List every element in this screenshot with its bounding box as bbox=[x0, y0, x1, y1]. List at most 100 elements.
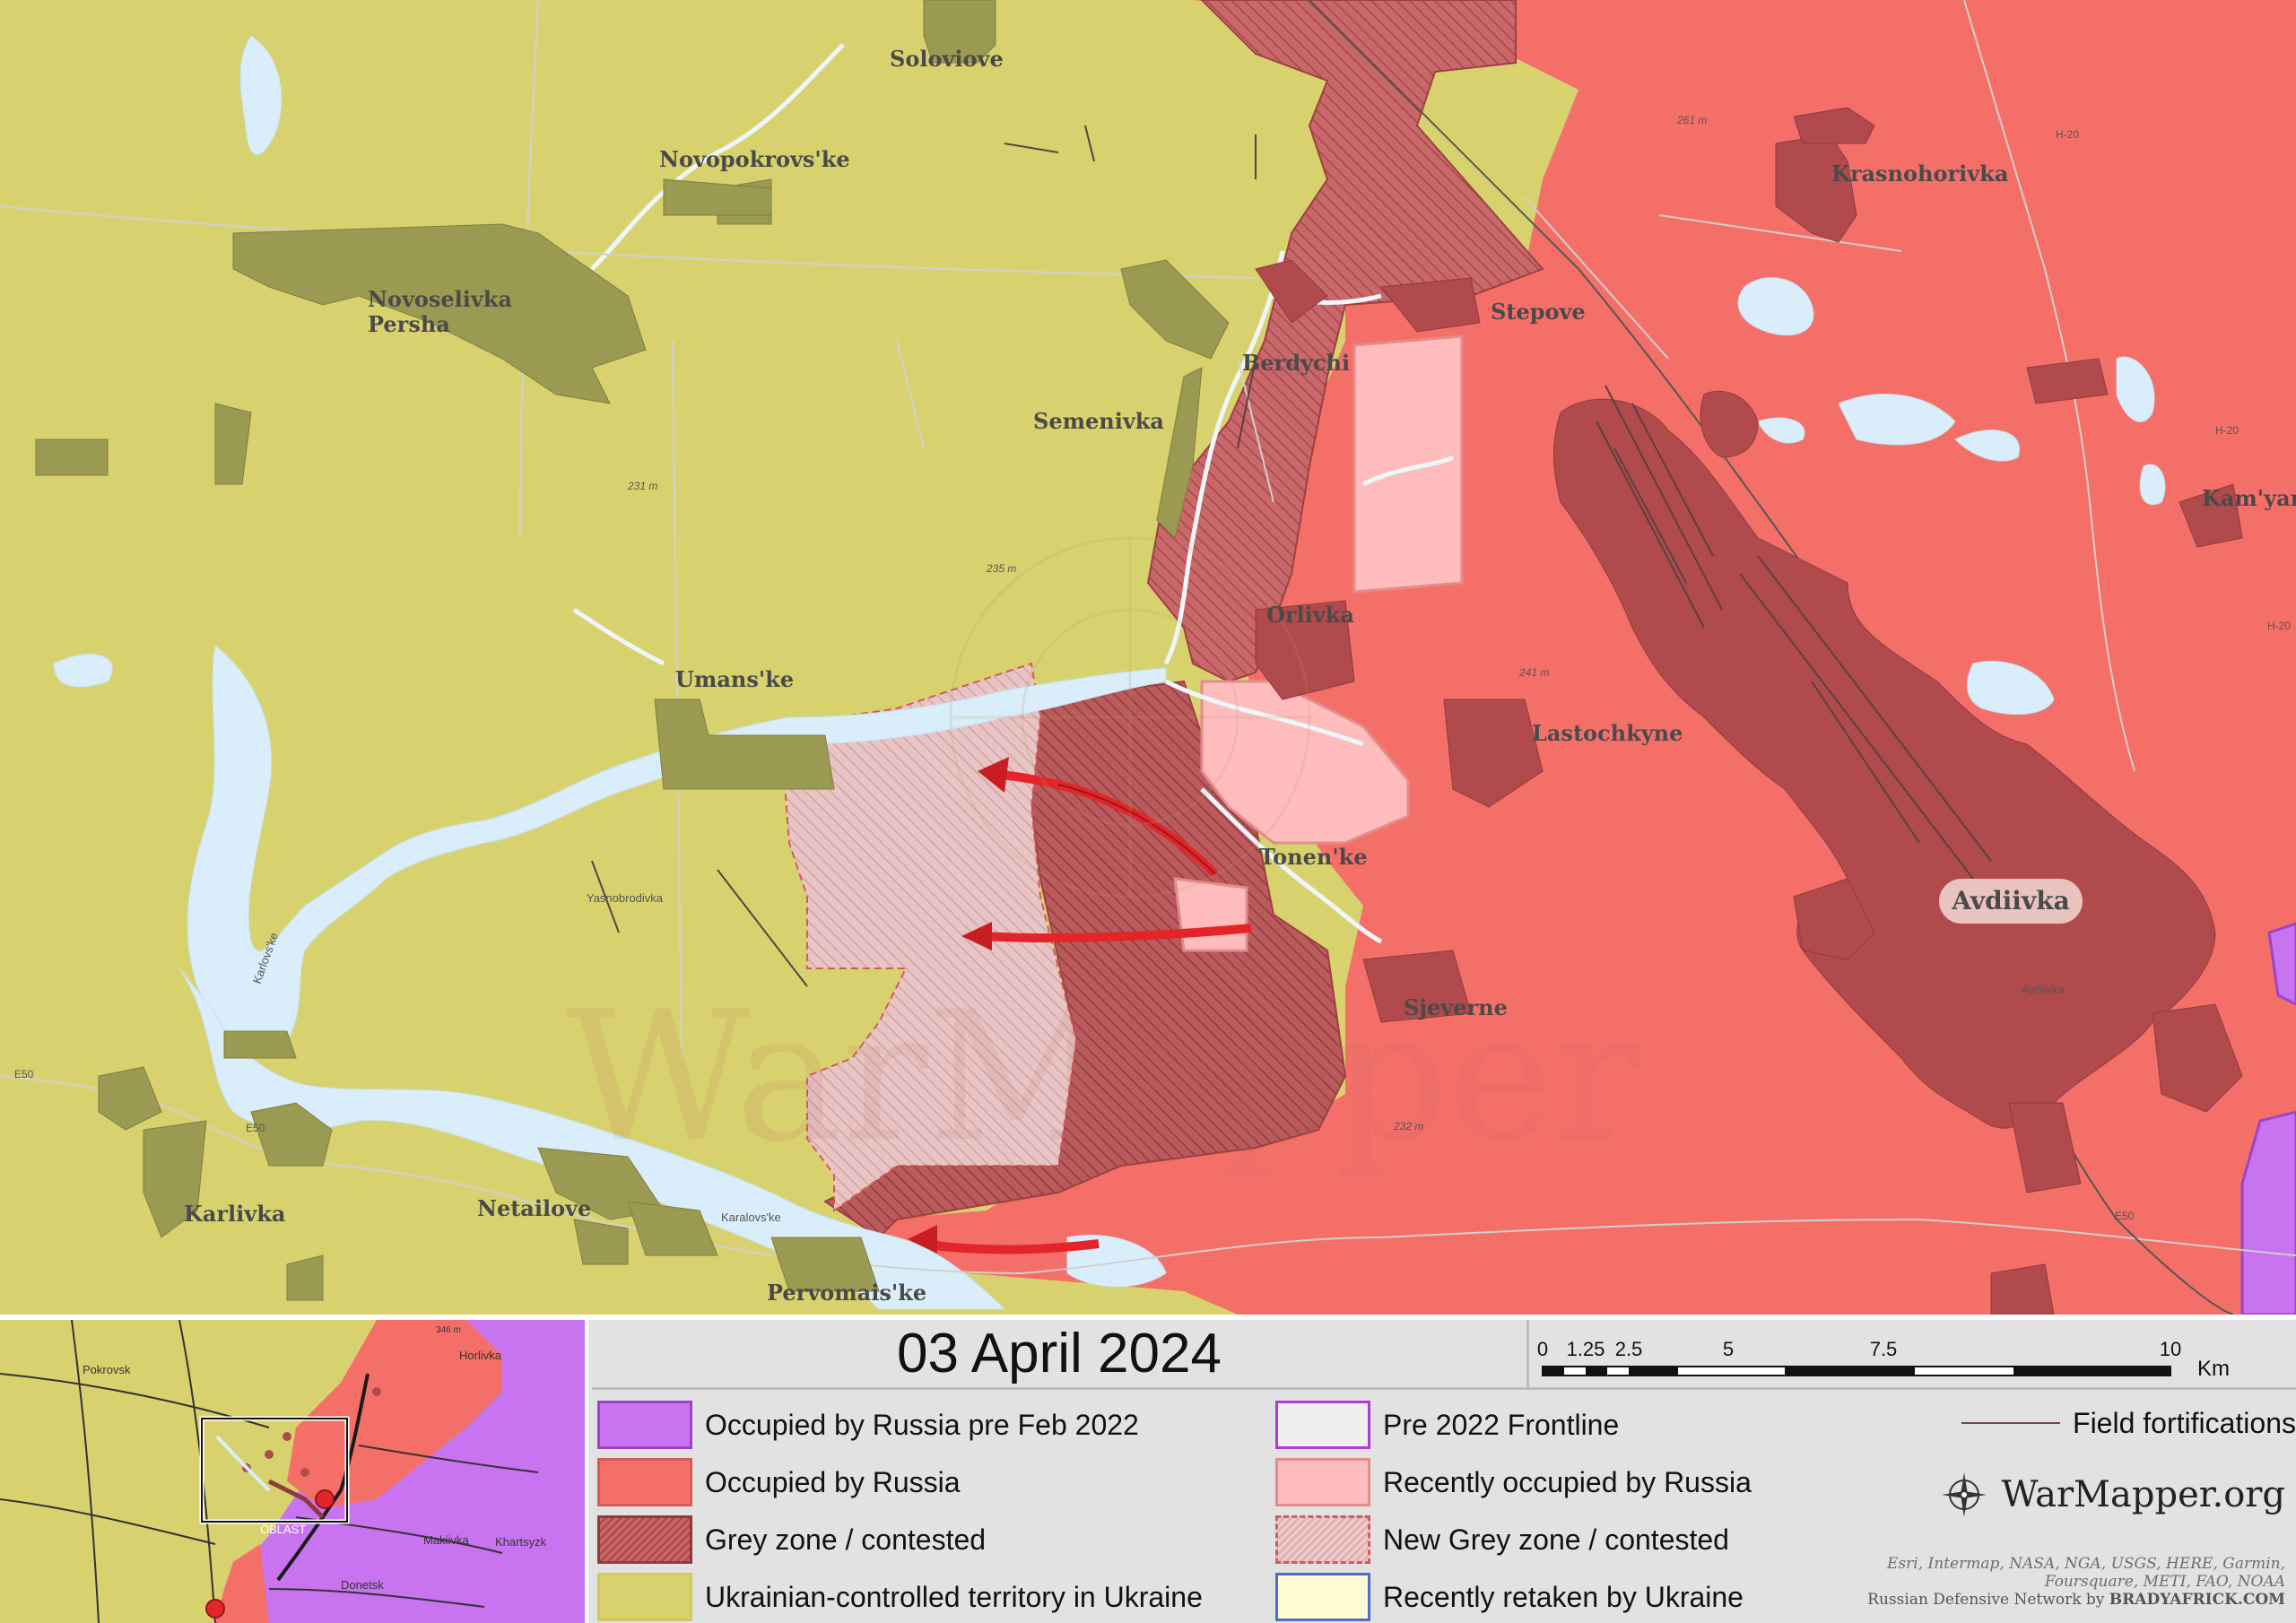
inset-label-donetsk: Donetsk bbox=[341, 1578, 384, 1592]
label-berdychi: Berdychi bbox=[1242, 350, 1350, 376]
scale-tick-1: 1.25 bbox=[1567, 1338, 1605, 1360]
credits-line-1: Esri, Intermap, NASA, NGA, USGS, HERE, G… bbox=[1887, 1555, 2285, 1573]
label-persha: Persha bbox=[368, 311, 450, 337]
legend-label: Occupied by Russia pre Feb 2022 bbox=[705, 1408, 1139, 1441]
recently-occupied-b bbox=[1200, 680, 1410, 845]
legend-label: Recently retaken by Ukraine bbox=[1383, 1580, 1744, 1613]
legend-label: New Grey zone / contested bbox=[1383, 1523, 1729, 1556]
main-map: WarMapper Soloviove Novopokrovs'ke Novos… bbox=[0, 0, 2296, 1315]
label-yasnobrodivka: Yasnobrodivka bbox=[587, 891, 664, 905]
legend-label: Ukrainian-controlled territory in Ukrain… bbox=[705, 1580, 1203, 1613]
scale-tick-0: 0 bbox=[1537, 1338, 1548, 1360]
swatch-recently-retaken bbox=[1275, 1573, 1370, 1621]
brand-logo: WarMapper.org bbox=[1940, 1471, 2285, 1519]
rivers bbox=[572, 43, 1455, 944]
legend-label: Grey zone / contested bbox=[705, 1523, 987, 1556]
map-divider bbox=[0, 1315, 2296, 1320]
legend-ukrainian-controlled: Ukrainian-controlled territory in Ukrain… bbox=[597, 1573, 1203, 1621]
watermark: WarMapper bbox=[566, 973, 1639, 1182]
label-pervomaiske: Pervomais'ke bbox=[767, 1280, 926, 1306]
label-lastochkyne: Lastochkyne bbox=[1532, 720, 1683, 746]
swatch-pre2022-frontline bbox=[1275, 1401, 1370, 1449]
inset-roads bbox=[0, 1320, 539, 1623]
label-tonenke: Tonen'ke bbox=[1259, 844, 1368, 870]
label-e50b: E50 bbox=[246, 1122, 265, 1134]
label-m241: 241 m bbox=[1518, 666, 1549, 679]
scale-tick-4: 7.5 bbox=[1870, 1338, 1898, 1360]
inset-labels: Pokrovsk Horlivka Makiivka Khartsyzk Don… bbox=[83, 1325, 547, 1592]
label-krasnohorivka: Krasnohorivka bbox=[1831, 161, 2008, 187]
field-fortification-line-icon bbox=[1961, 1422, 2061, 1424]
label-kamyanka: Kam'yan bbox=[2202, 485, 2296, 511]
legend-area: 03 April 2024 0 1.25 2.5 5 7.5 10 Km bbox=[592, 1320, 2296, 1623]
label-karlovske2: Karalovs'ke bbox=[721, 1211, 781, 1224]
inset-label-oblast: OBLAST bbox=[260, 1523, 306, 1536]
inset-label-makiivka: Makiivka bbox=[423, 1533, 469, 1547]
label-avdiivka-small: Avdiivka bbox=[2022, 983, 2066, 996]
label-h20c: H-20 bbox=[2267, 620, 2291, 632]
inset-label-elev: 346 m bbox=[436, 1325, 461, 1335]
label-soloviove: Soloviove bbox=[890, 46, 1004, 72]
swatch-yellow bbox=[597, 1573, 692, 1621]
date-title: 03 April 2024 bbox=[592, 1320, 1529, 1390]
compass-rose-icon bbox=[1942, 1472, 1987, 1517]
inset-label-khartsyzk: Khartsyzk bbox=[495, 1535, 547, 1549]
inset-label-horlivka: Horlivka bbox=[459, 1349, 502, 1362]
attack-arrows bbox=[908, 757, 1252, 1254]
label-semenivka: Semenivka bbox=[1033, 408, 1164, 434]
avdiivka-label: Avdiivka bbox=[1939, 879, 2083, 924]
map-labels: Soloviove Novopokrovs'ke Novoselivka Per… bbox=[184, 46, 2296, 1306]
legend-new-grey-zone: New Grey zone / contested bbox=[1275, 1515, 1729, 1564]
label-h20b: H-20 bbox=[2215, 424, 2239, 437]
legend-recently-retaken: Recently retaken by Ukraine bbox=[1275, 1573, 1744, 1621]
legend-grey-zone: Grey zone / contested bbox=[597, 1515, 986, 1564]
recently-occupied bbox=[1352, 334, 1464, 594]
new-grey-zone bbox=[778, 662, 1078, 1212]
legend-label: Occupied by Russia bbox=[705, 1465, 961, 1498]
legend-occupied-pre2022: Occupied by Russia pre Feb 2022 bbox=[597, 1401, 1139, 1449]
swatch-red bbox=[597, 1458, 692, 1506]
label-m235: 235 m bbox=[986, 562, 1016, 575]
scale-tick-2: 2.5 bbox=[1615, 1338, 1643, 1360]
compass-watermark-icon bbox=[949, 536, 1311, 898]
legend-label: Recently occupied by Russia bbox=[1383, 1465, 1752, 1498]
scale-tick-3: 5 bbox=[1723, 1338, 1734, 1360]
credits-line-3: Russian Defensive Network by BRADYAFRICK… bbox=[1657, 1591, 2285, 1609]
swatch-grey-zone bbox=[597, 1515, 692, 1564]
label-karlivka: Karlivka bbox=[184, 1201, 285, 1227]
brand-name: WarMapper.org bbox=[2001, 1474, 2285, 1515]
credits-link: BRADYAFRICK.COM bbox=[2109, 1591, 2285, 1609]
label-umanske: Umans'ke bbox=[675, 666, 794, 692]
label-h20: H-20 bbox=[2056, 128, 2079, 141]
inset-map: Pokrovsk Horlivka Makiivka Khartsyzk Don… bbox=[0, 1320, 588, 1623]
svg-text:Avdiivka: Avdiivka bbox=[1951, 886, 2070, 916]
legend-pre2022-frontline: Pre 2022 Frontline bbox=[1275, 1401, 1619, 1449]
legend-label: Pre 2022 Frontline bbox=[1383, 1408, 1620, 1441]
legend-occupied-russia: Occupied by Russia bbox=[597, 1458, 961, 1506]
label-novoselivka: Novoselivka bbox=[368, 286, 512, 312]
grey-zone bbox=[1146, 0, 1544, 683]
swatch-purple bbox=[597, 1401, 692, 1449]
label-m261: 261 m bbox=[1676, 114, 1707, 126]
credits-line-3a: Russian Defensive Network by bbox=[1867, 1591, 2105, 1609]
legend-field-fortifications: Field fortifications bbox=[1955, 1399, 2296, 1447]
legend-label: Field fortifications bbox=[2073, 1406, 2296, 1439]
label-sjeverne: Sjeverne bbox=[1404, 994, 1508, 1020]
scale-bar: 0 1.25 2.5 5 7.5 10 Km 10 bbox=[1529, 1320, 2296, 1390]
swatch-recently-occupied bbox=[1275, 1458, 1370, 1506]
label-m231: 231 m bbox=[627, 480, 657, 492]
pre2022-occupied-b bbox=[2267, 922, 2296, 1006]
label-stepove: Stepove bbox=[1491, 299, 1586, 325]
ukr-settlements bbox=[35, 0, 1230, 1301]
credits: Esri, Intermap, NASA, NGA, USGS, HERE, G… bbox=[1657, 1555, 2285, 1609]
scale-unit: Km bbox=[2197, 1357, 2230, 1381]
label-netailove: Netailove bbox=[477, 1195, 591, 1221]
label-e50: E50 bbox=[14, 1068, 34, 1081]
label-orlivka: Orlivka bbox=[1266, 602, 1354, 628]
scale-tick-10: 10 bbox=[2160, 1338, 2181, 1360]
swatch-new-grey-zone bbox=[1275, 1515, 1370, 1564]
recently-occupied-c bbox=[1173, 877, 1248, 952]
label-novopokrovske: Novopokrovs'ke bbox=[659, 146, 850, 172]
label-e50c: E50 bbox=[2115, 1210, 2135, 1222]
